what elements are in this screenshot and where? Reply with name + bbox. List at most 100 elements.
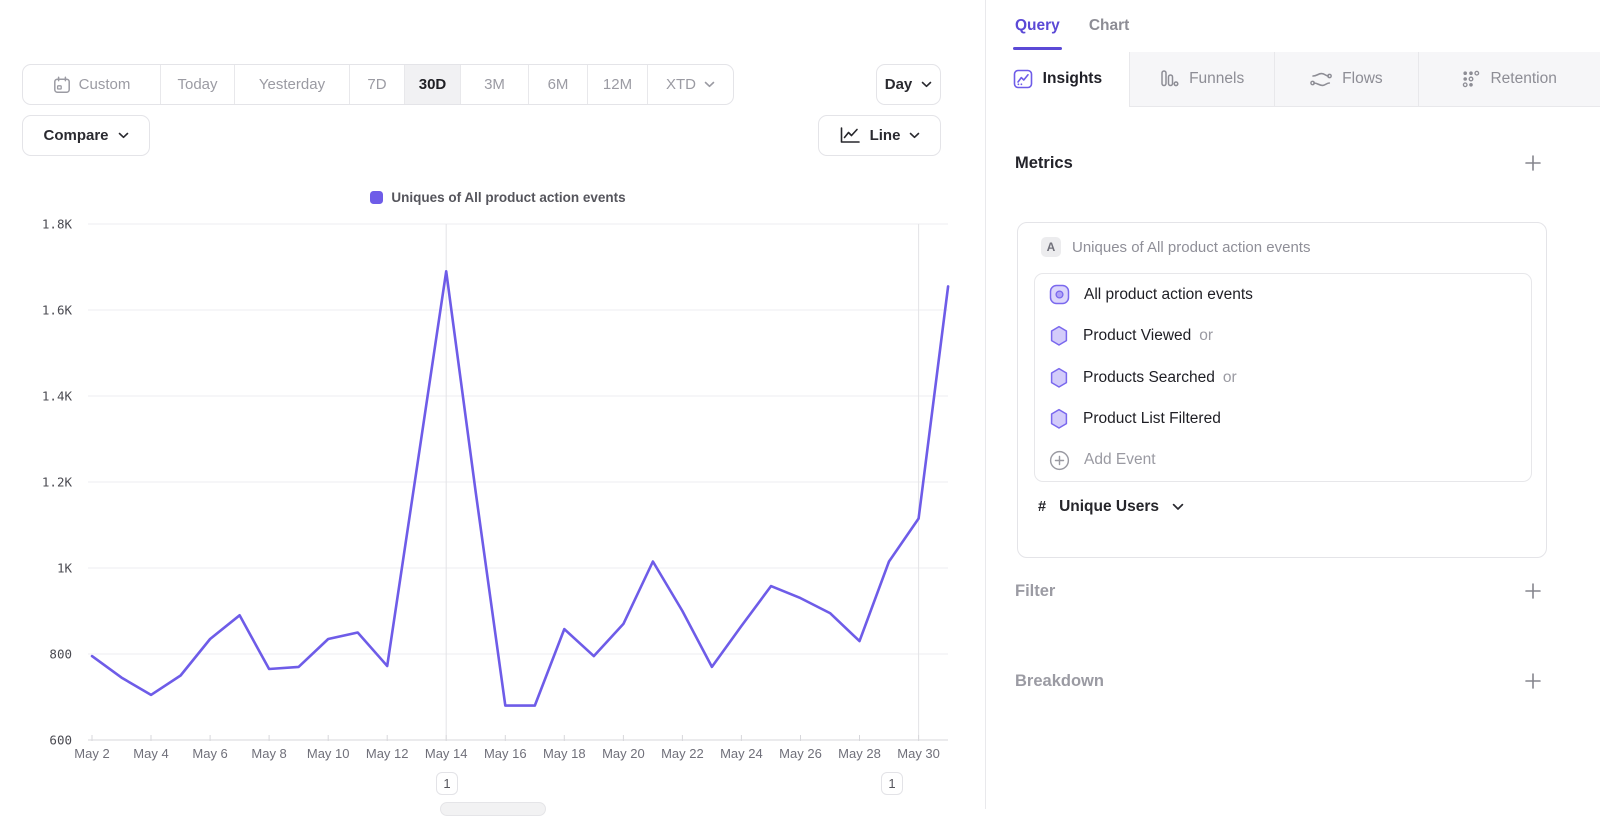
event-row-all-product-action-events[interactable]: All product action events [1035, 274, 1531, 315]
tab-flows[interactable]: Flows [1273, 52, 1419, 107]
chevron-down-icon [118, 132, 128, 139]
svg-text:May 22: May 22 [661, 746, 704, 761]
event-operator: or [1222, 368, 1237, 386]
svg-text:May 6: May 6 [192, 746, 227, 761]
chart-pane: Custom Today Yesterday 7D 30D 3M 6M 12M … [22, 64, 950, 816]
svg-text:1.8K: 1.8K [42, 217, 73, 232]
range-label: 30D [418, 76, 447, 93]
event-operator: or [1199, 327, 1214, 345]
compare-button[interactable]: Compare [22, 115, 150, 156]
svg-text:May 8: May 8 [251, 746, 286, 761]
plus-icon [1525, 155, 1541, 171]
hexagon-event-icon [1050, 408, 1068, 429]
tab-label: Chart [1088, 17, 1130, 34]
range-label: Custom [78, 76, 131, 93]
chevron-down-icon [921, 81, 932, 88]
add-event-label: Add Event [1084, 451, 1156, 469]
measurement-label: Unique Users [1059, 498, 1159, 515]
range-label: Today [177, 76, 218, 93]
add-event-button[interactable]: Add Event [1035, 440, 1531, 481]
partial-tooltip [440, 802, 546, 816]
range-label: 3M [484, 76, 505, 93]
plus-icon [1525, 583, 1541, 599]
range-label: 7D [367, 76, 387, 93]
event-row-product-list-filtered[interactable]: Product List Filtered [1035, 398, 1531, 439]
chevron-down-icon [704, 81, 715, 88]
tab-label: Funnels [1189, 70, 1245, 87]
calendar-icon [53, 75, 70, 93]
range-label: XTD [666, 76, 696, 93]
svg-text:1.4K: 1.4K [42, 389, 73, 404]
breakdown-section: Breakdown [1015, 665, 1543, 697]
date-range-control: Custom Today Yesterday 7D 30D 3M 6M 12M … [22, 64, 734, 105]
range-7d[interactable]: 7D [349, 65, 404, 104]
range-custom[interactable]: Custom [23, 65, 160, 104]
tab-funnels[interactable]: Funnels [1128, 52, 1274, 107]
svg-text:1.6K: 1.6K [42, 303, 73, 318]
metric-card-header: A Uniques of All product action events [1041, 236, 1530, 258]
range-3m[interactable]: 3M [460, 65, 528, 104]
tab-label: Query [1015, 17, 1060, 34]
tab-query[interactable]: Query [1013, 0, 1062, 52]
event-label: Product List Filtered [1083, 409, 1221, 427]
svg-text:May 28: May 28 [838, 746, 881, 761]
add-filter-button[interactable] [1523, 581, 1543, 601]
filter-title: Filter [1015, 581, 1056, 600]
hash-icon: # [1038, 499, 1047, 515]
add-event-plus-icon [1049, 450, 1070, 470]
svg-text:800: 800 [49, 647, 72, 662]
hexagon-event-icon [1050, 325, 1068, 346]
tab-insights[interactable]: Insights [986, 52, 1129, 107]
add-breakdown-button[interactable] [1523, 671, 1543, 691]
svg-text:May 10: May 10 [307, 746, 350, 761]
svg-text:1K: 1K [57, 561, 73, 576]
insights-icon [1013, 69, 1032, 89]
range-yesterday[interactable]: Yesterday [234, 65, 349, 104]
event-label: Products Searched [1083, 368, 1215, 386]
annotation-badge[interactable]: 1 [436, 772, 458, 795]
svg-text:May 2: May 2 [74, 746, 109, 761]
range-12m[interactable]: 12M [587, 65, 647, 104]
range-xtd[interactable]: XTD [647, 65, 733, 104]
event-row-product-viewed[interactable]: Product Viewed or [1035, 315, 1531, 356]
event-group-icon [1049, 284, 1070, 305]
annotation-badge[interactable]: 1 [881, 772, 903, 795]
svg-text:May 30: May 30 [897, 746, 940, 761]
svg-text:600: 600 [49, 733, 72, 748]
range-label: 12M [602, 76, 633, 93]
breakdown-title: Breakdown [1015, 671, 1104, 690]
metrics-title: Metrics [1015, 153, 1073, 172]
svg-text:May 20: May 20 [602, 746, 645, 761]
tab-retention[interactable]: Retention [1418, 52, 1600, 107]
legend-label: Uniques of All product action events [391, 189, 626, 205]
chart-type-button[interactable]: Line [818, 115, 941, 156]
event-row-products-searched[interactable]: Products Searched or [1035, 357, 1531, 398]
range-6m[interactable]: 6M [528, 65, 587, 104]
range-label: 6M [547, 76, 569, 93]
hexagon-event-icon [1050, 367, 1068, 388]
granularity-button[interactable]: Day [876, 64, 941, 105]
range-today[interactable]: Today [160, 65, 234, 104]
chart-legend: Uniques of All product action events [88, 188, 908, 206]
tab-chart[interactable]: Chart [1089, 0, 1129, 52]
legend-swatch [370, 190, 384, 204]
chevron-down-icon [910, 132, 920, 139]
metrics-header: Metrics [1015, 146, 1543, 180]
filter-section: Filter [1015, 575, 1543, 607]
report-type-tabs: Insights Funnels Flows [986, 52, 1600, 107]
event-list: All product action events Product Viewed… [1034, 273, 1532, 482]
tab-label: Insights [1042, 70, 1103, 87]
svg-text:May 24: May 24 [720, 746, 763, 761]
tab-label: Flows [1342, 70, 1383, 87]
query-panel: Query Chart Insights Funnels [985, 0, 1600, 809]
range-label: Yesterday [258, 76, 326, 93]
svg-text:1.2K: 1.2K [42, 475, 73, 490]
measurement-selector[interactable]: # Unique Users [1038, 494, 1184, 520]
retention-icon [1463, 70, 1480, 88]
range-30d[interactable]: 30D [404, 65, 460, 104]
svg-text:May 4: May 4 [133, 746, 168, 761]
metric-series-badge: A [1041, 237, 1061, 257]
svg-text:May 26: May 26 [779, 746, 822, 761]
line-chart-icon [840, 127, 860, 143]
add-metric-button[interactable] [1523, 153, 1543, 173]
